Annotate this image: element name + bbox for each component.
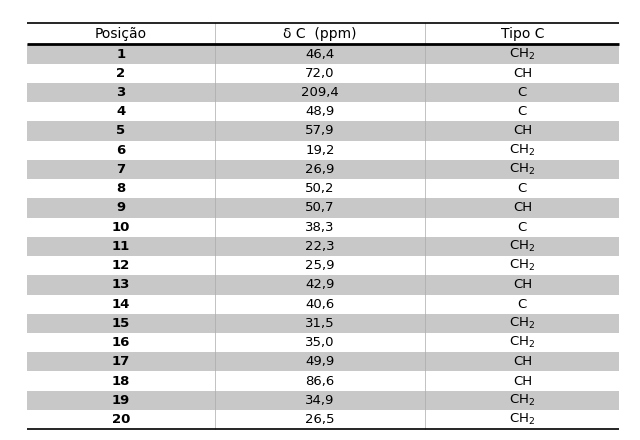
Text: 38,3: 38,3 [305,221,335,234]
Text: 20: 20 [112,413,130,426]
Text: CH$_2$: CH$_2$ [509,316,536,331]
Text: 42,9: 42,9 [305,279,335,291]
Text: CH$_2$: CH$_2$ [509,47,536,62]
Text: 3: 3 [116,86,125,99]
Text: 17: 17 [112,356,130,368]
Text: 9: 9 [116,202,125,214]
Text: CH$_2$: CH$_2$ [509,412,536,427]
Bar [27,217,620,237]
Text: 19: 19 [112,394,130,407]
Bar [27,198,620,217]
Bar [27,102,620,121]
Text: C: C [518,297,527,311]
Bar [27,371,620,391]
Text: 10: 10 [112,221,130,234]
Text: 5: 5 [116,125,125,137]
Text: CH: CH [513,374,532,388]
Text: CH$_2$: CH$_2$ [509,162,536,177]
Text: CH: CH [513,202,532,214]
Bar [27,352,620,371]
Bar [27,179,620,198]
Text: 49,9: 49,9 [305,356,335,368]
Bar [27,391,620,410]
Text: 40,6: 40,6 [305,297,335,311]
Bar [27,314,620,333]
Bar [27,121,620,141]
Text: 46,4: 46,4 [305,48,335,61]
Text: δ C  (ppm): δ C (ppm) [284,27,356,41]
Bar [27,64,620,83]
Text: 26,9: 26,9 [305,163,335,176]
Text: 12: 12 [112,259,130,272]
Text: 31,5: 31,5 [305,317,335,330]
Text: CH: CH [513,67,532,80]
Bar [27,44,620,64]
Text: 34,9: 34,9 [305,394,335,407]
Text: 1: 1 [116,48,125,61]
Text: CH$_2$: CH$_2$ [509,335,536,350]
Text: C: C [518,105,527,118]
Bar [27,256,620,275]
Text: CH: CH [513,356,532,368]
Text: 86,6: 86,6 [305,374,335,388]
Text: 22,3: 22,3 [305,240,335,253]
Text: 50,2: 50,2 [305,182,335,195]
Bar [27,275,620,294]
Text: 14: 14 [112,297,130,311]
Text: 25,9: 25,9 [305,259,335,272]
Bar [27,83,620,102]
Text: 19,2: 19,2 [305,144,335,157]
Text: CH$_2$: CH$_2$ [509,393,536,408]
Text: CH$_2$: CH$_2$ [509,143,536,158]
Text: 6: 6 [116,144,125,157]
Text: Tipo C: Tipo C [500,27,544,41]
Text: 2: 2 [116,67,125,80]
Text: 16: 16 [112,336,130,349]
Text: CH: CH [513,125,532,137]
Text: 11: 11 [112,240,130,253]
Bar [27,333,620,352]
Bar [27,160,620,179]
Text: 72,0: 72,0 [305,67,335,80]
Text: Posição: Posição [95,27,147,41]
Text: C: C [518,86,527,99]
Bar [27,410,620,429]
Text: CH$_2$: CH$_2$ [509,258,536,273]
Bar [27,141,620,160]
Text: 57,9: 57,9 [305,125,335,137]
Text: CH: CH [513,279,532,291]
Text: 50,7: 50,7 [305,202,335,214]
Text: 18: 18 [112,374,130,388]
Text: 35,0: 35,0 [305,336,335,349]
Text: 8: 8 [116,182,125,195]
Text: 7: 7 [116,163,125,176]
Text: 48,9: 48,9 [305,105,335,118]
Bar [27,237,620,256]
Text: 13: 13 [112,279,130,291]
Text: 209,4: 209,4 [301,86,339,99]
Bar [27,294,620,314]
Bar [27,23,620,44]
Text: CH$_2$: CH$_2$ [509,239,536,254]
Text: 15: 15 [112,317,130,330]
Text: C: C [518,182,527,195]
Text: C: C [518,221,527,234]
Text: 26,5: 26,5 [305,413,335,426]
Text: 4: 4 [116,105,125,118]
